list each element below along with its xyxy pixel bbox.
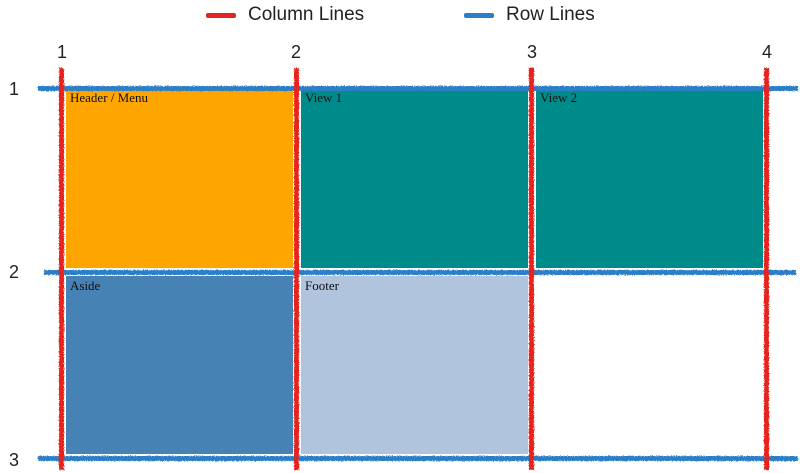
column-line-swatch bbox=[206, 12, 236, 18]
row-line-number-2: 2 bbox=[9, 262, 20, 282]
grid-area-view-2: View 2 bbox=[536, 88, 763, 268]
column-line-4 bbox=[764, 68, 769, 470]
row-line-number-3: 3 bbox=[9, 450, 20, 470]
row-line-1 bbox=[38, 86, 798, 91]
legend-row-label: Row Lines bbox=[506, 4, 595, 25]
column-line-3 bbox=[529, 68, 534, 470]
row-line-number-1: 1 bbox=[9, 79, 20, 99]
row-line-swatch bbox=[464, 12, 494, 18]
column-line-number-4: 4 bbox=[762, 42, 773, 62]
legend-column-label: Column Lines bbox=[248, 4, 365, 25]
column-line-1 bbox=[59, 68, 64, 470]
legend-column-lines: Column Lines bbox=[206, 2, 364, 28]
column-line-number-1: 1 bbox=[57, 42, 68, 62]
area-label: Header / Menu bbox=[70, 90, 148, 105]
column-line-number-3: 3 bbox=[527, 42, 538, 62]
area-label: View 2 bbox=[540, 90, 578, 105]
grid-area-footer: Footer bbox=[301, 276, 528, 454]
row-line-3 bbox=[38, 456, 798, 461]
column-line-number-2: 2 bbox=[291, 42, 302, 62]
column-line-2 bbox=[294, 68, 299, 470]
legend-row-lines: Row Lines bbox=[464, 2, 595, 28]
area-label: Aside bbox=[70, 278, 101, 293]
grid-area-aside: Aside bbox=[66, 276, 293, 454]
grid-area-view-1: View 1 bbox=[301, 88, 528, 268]
area-label: Footer bbox=[305, 278, 339, 293]
row-line-2 bbox=[44, 270, 796, 275]
area-label: View 1 bbox=[305, 90, 343, 105]
grid-area-header-menu: Header / Menu bbox=[66, 88, 293, 268]
